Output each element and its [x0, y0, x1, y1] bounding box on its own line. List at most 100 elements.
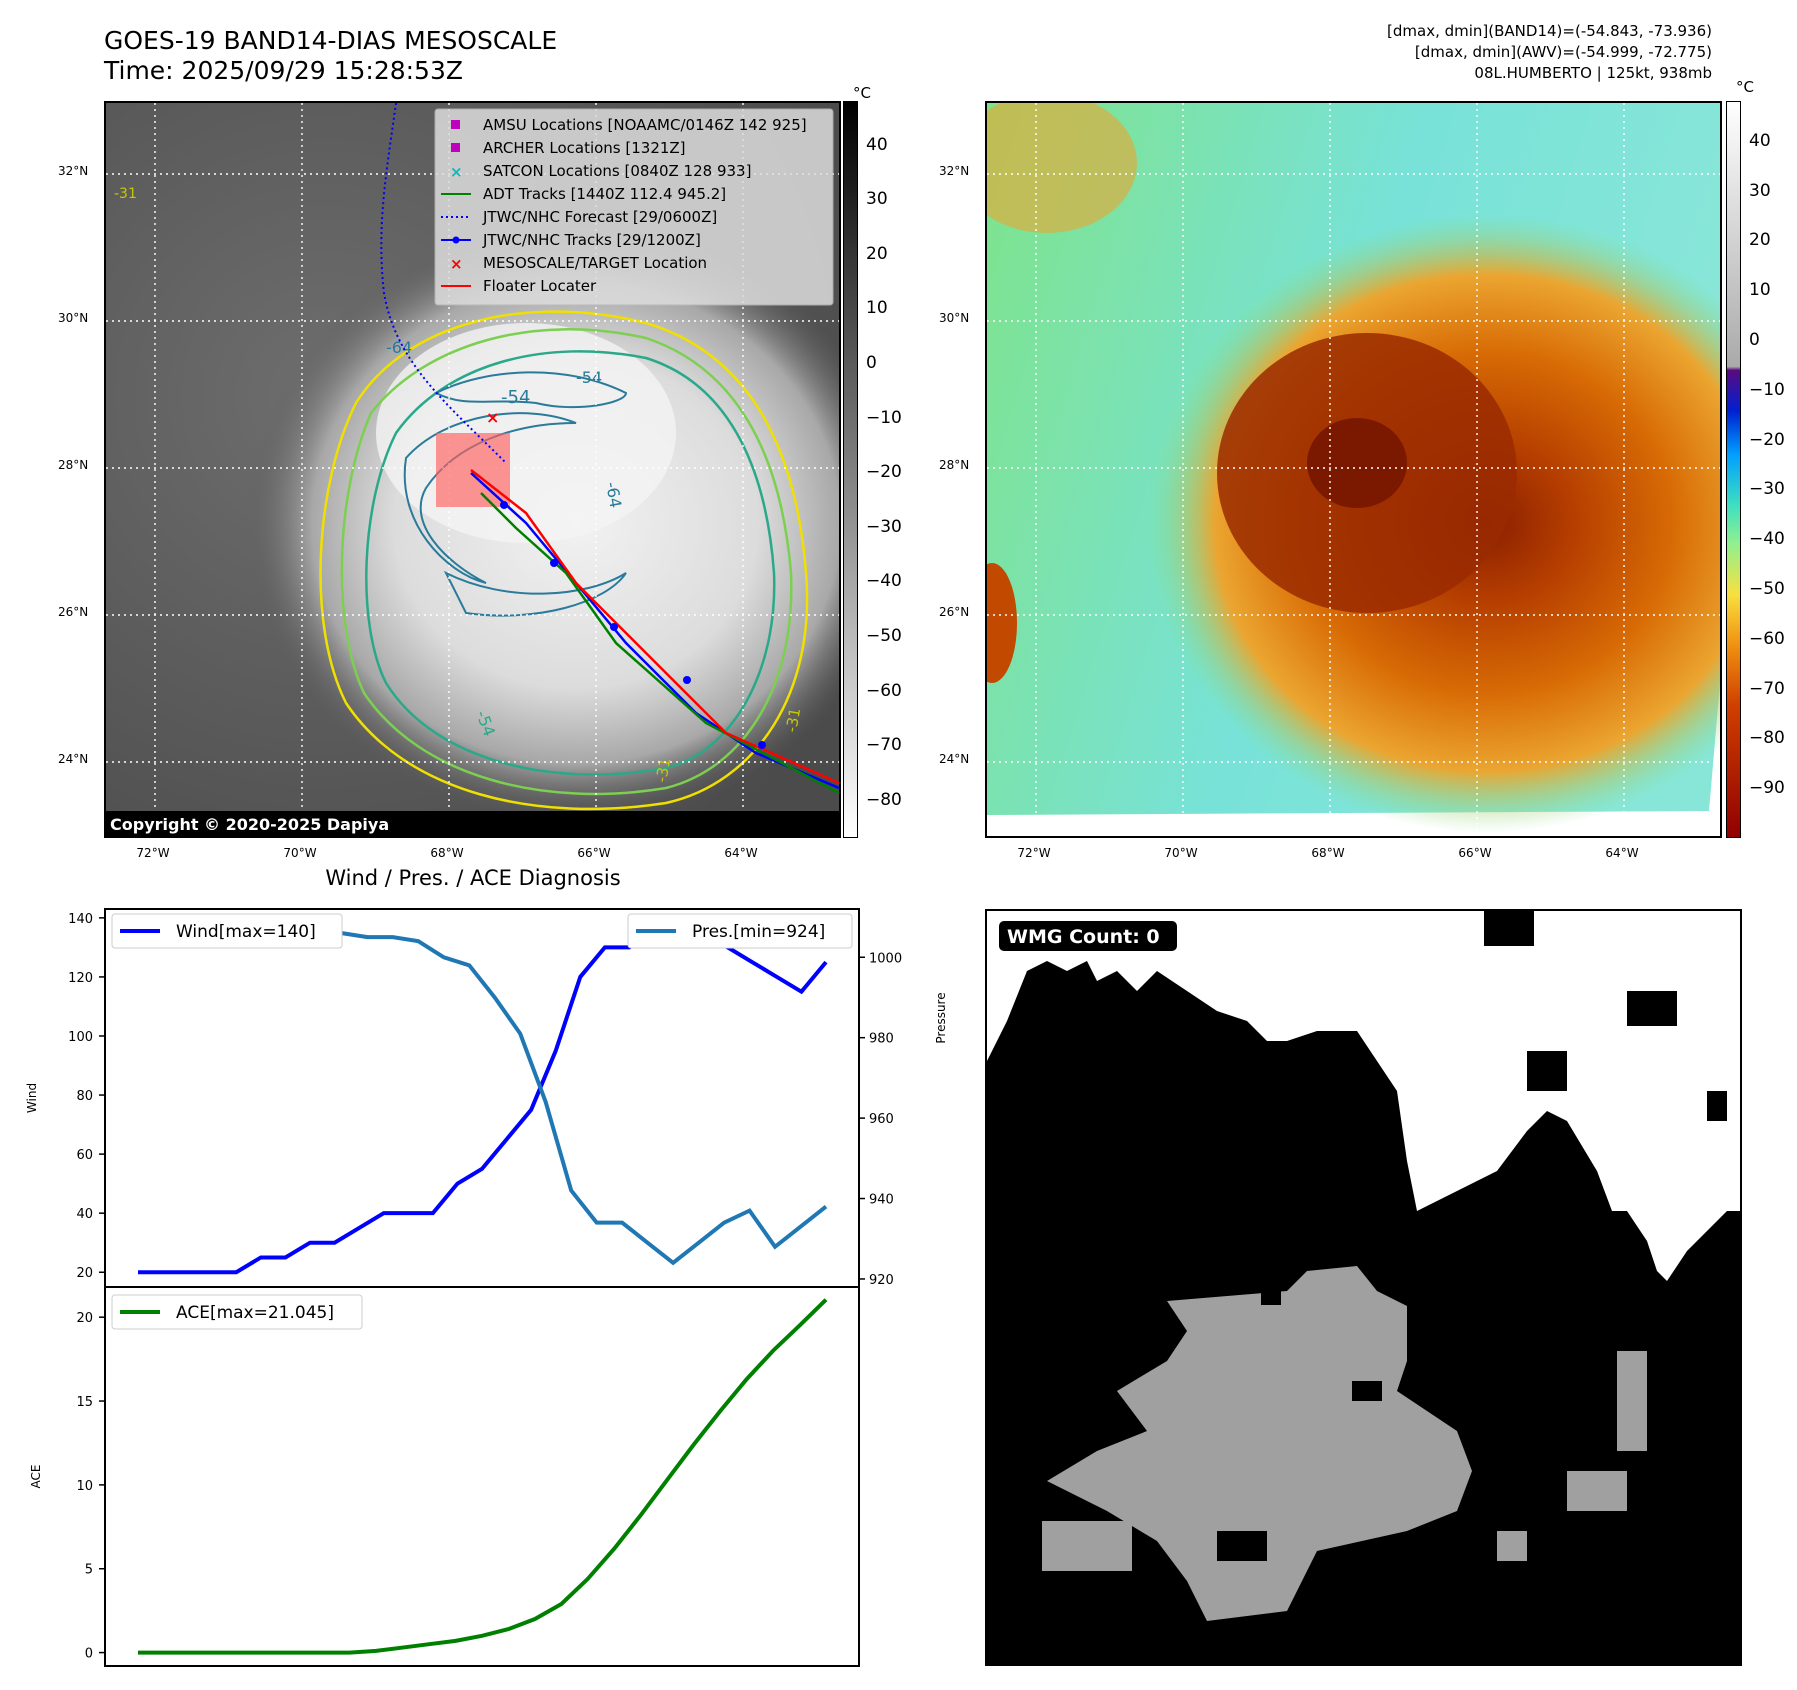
colorbar-tick: −60: [1749, 628, 1785, 649]
wmg-black-block: [1627, 991, 1677, 1026]
title-line-2: Time: 2025/09/29 15:28:53Z: [104, 56, 463, 85]
legend-label: SATCON Locations [0840Z 128 933]: [483, 162, 751, 180]
colorbar-tick: 30: [866, 189, 888, 210]
y2-tick-label: 960: [869, 1112, 894, 1127]
wv-map-svg: [987, 103, 1720, 836]
wmg-black-hole: [1217, 1531, 1267, 1561]
wv-storm-eye: [1307, 418, 1407, 508]
diagnosis-svg: 140120100806040201000980960940920WindPre…: [25, 908, 948, 1667]
legend-label: AMSU Locations [NOAAMC/0146Z 142 925]: [483, 116, 807, 134]
legend-item: JTWC/NHC Forecast [29/0600Z]: [441, 208, 717, 226]
colorbar-tick: 20: [866, 243, 888, 264]
ir-map-svg: -31 -54 -54 -64 -64 -54 -31 -31 ×: [106, 103, 839, 836]
contour-inner-3: [443, 570, 627, 617]
lat-label: 28°N: [939, 458, 970, 472]
lon-label: 72°W: [1017, 846, 1051, 860]
colorbar-tick: 0: [1749, 330, 1760, 351]
jtwc-track-point: [500, 501, 508, 509]
legend-label: ARCHER Locations [1321Z]: [483, 139, 686, 157]
colorbar-tick: −70: [866, 735, 902, 756]
legend-label: MESOSCALE/TARGET Location: [483, 254, 707, 272]
lat-label: 26°N: [58, 605, 89, 619]
colorbar-tick: −30: [866, 516, 902, 537]
ir-colorbar: [843, 101, 858, 838]
legend-item: × MESOSCALE/TARGET Location: [450, 254, 707, 273]
legend-marker: ×: [450, 255, 463, 273]
title-line-1: GOES-19 BAND14-DIAS MESOSCALE: [104, 26, 558, 55]
colorbar-tick: −30: [1749, 479, 1785, 500]
diagnosis-title: Wind / Pres. / ACE Diagnosis: [325, 866, 621, 890]
wv-map-panel: [985, 101, 1722, 838]
legend-marker: [451, 120, 460, 129]
pressure-legend-label: Pres.[min=924]: [692, 922, 825, 942]
y-tick-label: 5: [85, 1563, 93, 1578]
y-tick-label: 10: [76, 1479, 93, 1494]
ace-chart: 20 15 10 5 0 ACE ACE[max=21.045]: [29, 1286, 860, 1667]
info-line-3: 08L.HUMBERTO | 125kt, 938mb: [1474, 64, 1712, 82]
contour-label: -31: [782, 706, 804, 733]
wv-gridlines: [987, 103, 1720, 836]
y-tick-label: 60: [76, 1148, 93, 1163]
lon-label: 66°W: [1458, 846, 1492, 860]
legend-item: AMSU Locations [NOAAMC/0146Z 142 925]: [451, 116, 807, 134]
wmg-black-block: [1484, 911, 1534, 946]
contour-label: -64: [602, 480, 625, 509]
contour-label: -64: [386, 338, 412, 357]
legend-marker: [451, 143, 460, 152]
wmg-badge-bg: [999, 921, 1177, 951]
colorbar-tick: −90: [1749, 778, 1785, 799]
lat-label: 30°N: [939, 311, 970, 325]
contour-teal: [365, 350, 776, 776]
colorbar-tick: 30: [1749, 180, 1771, 201]
y-tick-label: 80: [76, 1089, 93, 1104]
y-tick-label: 100: [68, 1030, 93, 1045]
y-tick-label: 40: [76, 1207, 93, 1222]
colorbar-tick: 20: [1749, 230, 1771, 251]
lat-label: 26°N: [939, 605, 970, 619]
jtwc-track-point: [683, 676, 691, 684]
colorbar-tick: −40: [1749, 529, 1785, 550]
wind-axes-frame: [104, 908, 860, 1288]
wmg-gray-region: [1047, 1266, 1472, 1621]
ir-map-panel: -31 -54 -54 -64 -64 -54 -31 -31 ×: [104, 101, 841, 838]
legend-label: Floater Locater: [483, 277, 597, 295]
wmg-gray-block: [1497, 1531, 1527, 1561]
wv-colorbar: [1726, 101, 1741, 838]
y-tick-label: 0: [85, 1647, 93, 1662]
wmg-gray-block: [1567, 1471, 1627, 1511]
colorbar-tick: 10: [1749, 280, 1771, 301]
lat-label: 30°N: [58, 311, 89, 325]
contour-green: [340, 328, 793, 796]
ace-legend-box: [111, 1294, 363, 1330]
lon-label: 72°W: [136, 846, 170, 860]
copyright-text: Copyright © 2020-2025 Dapiya: [110, 815, 389, 834]
colorbar-tick: −20: [866, 462, 902, 483]
legend-label: ADT Tracks [1440Z 112.4 945.2]: [483, 185, 726, 203]
wmg-black-hole: [1261, 1287, 1281, 1305]
contour-label: -54: [576, 368, 602, 387]
contour-inner-1: [433, 371, 628, 409]
y-axis-label: Wind: [25, 1083, 39, 1113]
legend-label: JTWC/NHC Forecast [29/0600Z]: [482, 208, 717, 226]
colorbar-tick: −50: [1749, 579, 1785, 599]
wmg-gray-block: [1617, 1351, 1647, 1451]
lat-label: 32°N: [939, 164, 970, 178]
wmg-svg: WMG Count: 0: [987, 911, 1740, 1664]
legend-item: Floater Locater: [441, 277, 597, 295]
lon-label: 68°W: [1311, 846, 1345, 860]
forecast-track: [380, 103, 507, 464]
wmg-black-hole: [1352, 1381, 1382, 1401]
lon-label: 66°W: [577, 846, 611, 860]
contour-inner-2: [403, 412, 577, 584]
colorbar-tick: 0: [866, 353, 877, 374]
y2-tick-label: 980: [869, 1032, 894, 1047]
contour-label: -31: [652, 756, 674, 783]
ace-axes-frame: [104, 1286, 860, 1667]
colorbar-tick: −10: [866, 407, 902, 428]
lat-label: 24°N: [58, 752, 89, 766]
wmg-count-badge: WMG Count: 0: [1007, 926, 1160, 948]
mesoscale-target-marker: ×: [486, 408, 499, 427]
contour-label: -54: [501, 387, 530, 408]
ace-legend-label: ACE[max=21.045]: [176, 1303, 334, 1323]
colorbar-tick: −80: [866, 789, 902, 810]
